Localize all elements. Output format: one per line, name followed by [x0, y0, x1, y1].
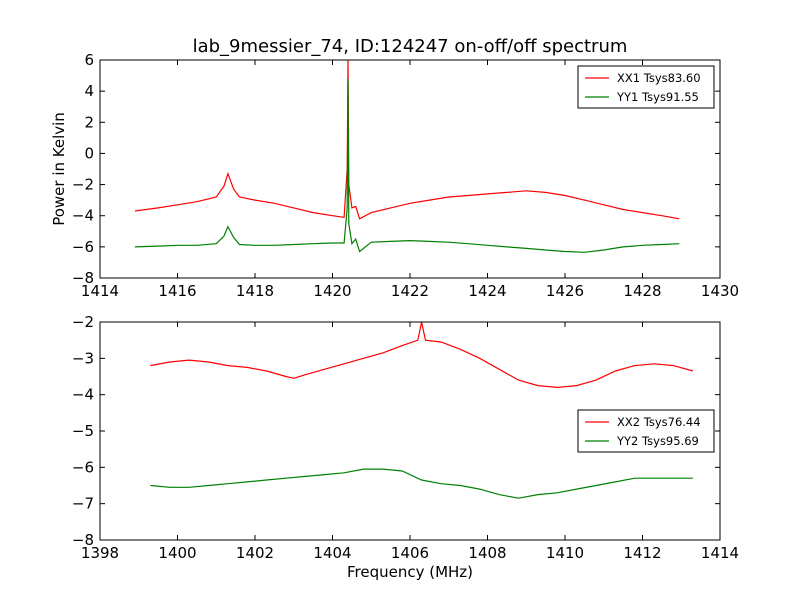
y-tick-label: −3 — [72, 349, 94, 367]
y-axis-label: Power in Kelvin — [50, 112, 68, 226]
y-tick-label: −8 — [72, 531, 94, 549]
x-tick-label: 1430 — [701, 282, 739, 300]
y-tick-label: 6 — [84, 51, 94, 69]
legend-box — [577, 65, 715, 109]
x-axis-label: Frequency (MHz) — [347, 563, 473, 581]
x-tick-label: 1404 — [313, 544, 351, 562]
x-tick-label: 1414 — [81, 282, 119, 300]
y-tick-label: 4 — [84, 82, 94, 100]
x-tick-label: 1426 — [546, 282, 584, 300]
x-tick-label: 1400 — [158, 544, 196, 562]
x-tick-label: 1420 — [313, 282, 351, 300]
y-tick-label: −7 — [72, 495, 94, 513]
x-tick-label: 1416 — [158, 282, 196, 300]
series-line-2 — [134, 78, 680, 253]
x-tick-label: 1428 — [623, 282, 661, 300]
y-tick-label: −6 — [72, 458, 94, 476]
legend-entry: XX1 Tsys83.60 — [617, 71, 701, 85]
legend-entry: YY2 Tsys95.69 — [616, 434, 699, 448]
y-tick-label: 0 — [84, 144, 94, 162]
series-line-2 — [150, 468, 693, 499]
y-tick-label: −8 — [72, 269, 94, 287]
x-tick-label: 1406 — [391, 544, 429, 562]
legend-entry: XX2 Tsys76.44 — [617, 415, 701, 429]
series-line-1 — [150, 322, 694, 389]
y-tick-label: −6 — [72, 238, 94, 256]
legend-box — [577, 409, 715, 453]
y-tick-label: −2 — [72, 176, 94, 194]
legend: XX2 Tsys76.44 YY2 Tsys95.69 — [577, 409, 715, 453]
x-tick-label: 1414 — [701, 544, 739, 562]
y-tick-label: −5 — [72, 422, 94, 440]
series-line-1 — [134, 60, 680, 220]
x-tick-label: 1418 — [236, 282, 274, 300]
x-tick-label: 1408 — [468, 544, 506, 562]
y-tick-label: −4 — [72, 386, 94, 404]
y-tick-label: 2 — [84, 113, 94, 131]
x-tick-label: 1398 — [81, 544, 119, 562]
y-tick-label: −2 — [72, 313, 94, 331]
bottom-panel: 1398 1400 1402 1404 1406 1408 1410 1412 1414 −8 −7… — [72, 313, 739, 562]
top-panel: 1414 1416 1418 1420 1422 1424 1426 1428 1430 −8 −6… — [72, 51, 739, 300]
x-tick-label: 1402 — [236, 544, 274, 562]
x-tick-label: 1424 — [468, 282, 506, 300]
x-tick-label: 1410 — [546, 544, 584, 562]
x-tick-label: 1412 — [623, 544, 661, 562]
legend-entry: YY1 Tsys91.55 — [616, 90, 699, 104]
chart-title: lab_9messier_74, ID:124247 on-off/off sp… — [193, 36, 628, 57]
legend: XX1 Tsys83.60 YY1 Tsys91.55 — [577, 65, 715, 109]
y-tick-label: −4 — [72, 207, 94, 225]
x-tick-label: 1422 — [391, 282, 429, 300]
